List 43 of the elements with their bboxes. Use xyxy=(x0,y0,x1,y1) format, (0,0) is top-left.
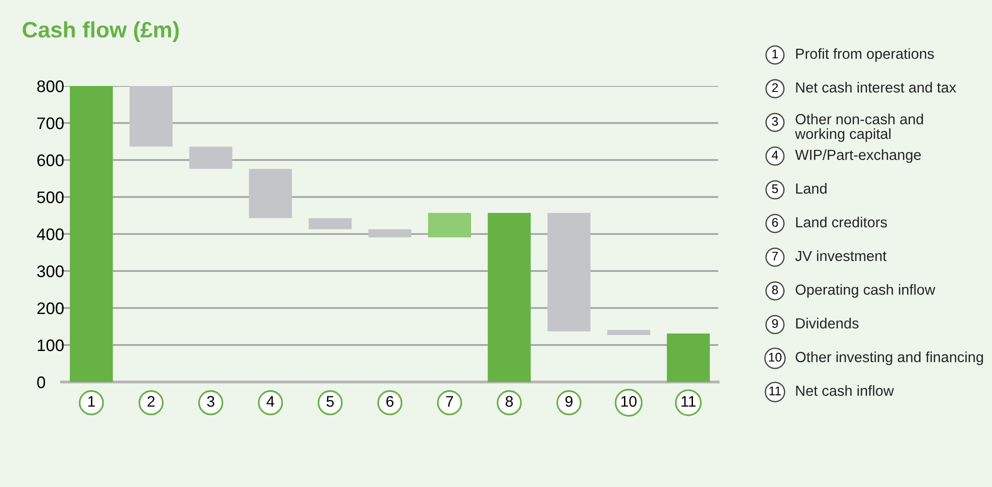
y-tick-label: 100 xyxy=(38,339,64,352)
x-tick-label: 9 xyxy=(565,396,572,407)
text: Other non-cash and working capital xyxy=(794,114,923,142)
x-tick-label: 3 xyxy=(207,396,214,407)
category-label: 7 xyxy=(772,252,778,260)
y-tick-label: 500 xyxy=(37,191,64,204)
x-tick-label: 11 xyxy=(682,396,696,407)
x-tick-label: 7 xyxy=(446,396,454,407)
y-tick-label: 300 xyxy=(37,265,64,278)
category-label: 10 xyxy=(769,352,782,362)
text: Profit from operations xyxy=(796,48,934,62)
text: Land xyxy=(796,183,827,194)
text: Net cash interest and tax xyxy=(796,82,956,93)
x-tick-label: 8 xyxy=(506,396,513,407)
y-tick-label: 0 xyxy=(37,376,46,388)
category-label: 3 xyxy=(772,116,778,126)
category-label: 8 xyxy=(772,285,778,294)
text: JV investment xyxy=(795,250,886,262)
text: Dividends xyxy=(796,318,859,329)
y-tick-label: 400 xyxy=(36,228,64,240)
text: WIP/Part-exchange xyxy=(795,149,921,163)
x-tick-label: 5 xyxy=(326,396,334,407)
y-tick-label: 700 xyxy=(37,117,64,130)
y-tick-label: 800 xyxy=(37,80,64,92)
x-tick-label: 2 xyxy=(148,396,155,407)
text: Net cash inflow xyxy=(796,385,894,396)
x-tick-label: 6 xyxy=(386,396,394,407)
chart-title: Cash flow (£m) xyxy=(22,21,179,42)
category-label: 4 xyxy=(772,150,778,160)
x-tick-label: 10 xyxy=(621,396,637,407)
y-tick-label: 200 xyxy=(37,302,64,314)
text: Land creditors xyxy=(796,216,887,228)
text: Other investing and financing xyxy=(796,352,983,366)
category-label: 5 xyxy=(772,184,778,194)
y-tick-label: 600 xyxy=(37,154,64,166)
category-label: 11 xyxy=(769,386,781,396)
category-label: 2 xyxy=(772,83,778,92)
category-label: 6 xyxy=(772,218,778,227)
x-tick-label: 4 xyxy=(266,396,274,407)
category-label: 9 xyxy=(772,319,778,328)
category-label: 1 xyxy=(772,50,778,58)
text: Operating cash inflow xyxy=(796,284,936,298)
x-tick-label: 1 xyxy=(88,396,95,407)
